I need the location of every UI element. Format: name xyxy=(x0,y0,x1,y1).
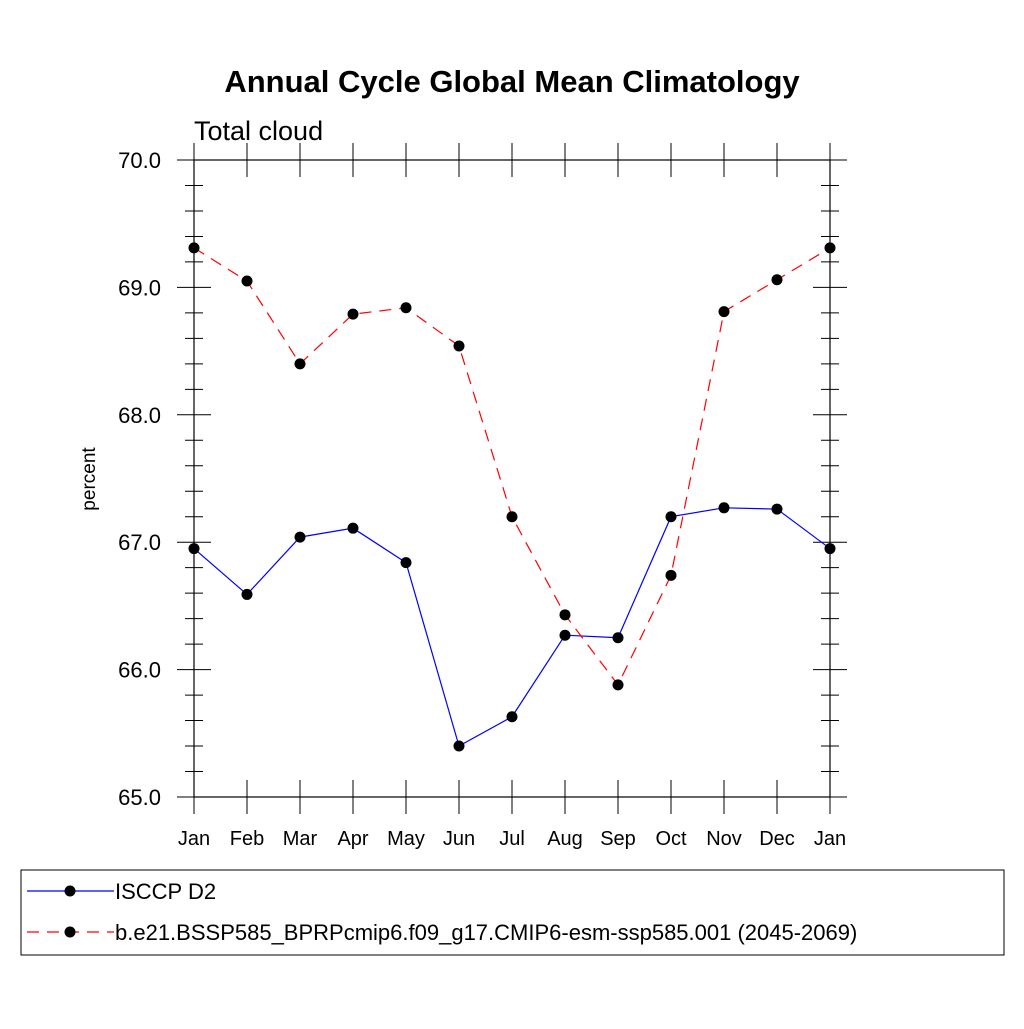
x-tick-label: Jul xyxy=(499,828,525,850)
series-2-point xyxy=(718,306,730,318)
series-2-point xyxy=(612,679,624,691)
series-line-2 xyxy=(193,247,831,687)
series-1-point xyxy=(400,557,412,569)
series-2-point xyxy=(400,302,412,314)
series-1-point xyxy=(824,543,836,555)
series-1-point xyxy=(241,588,253,600)
plot-frame xyxy=(193,159,831,798)
x-tick-label: Apr xyxy=(337,828,368,850)
legend: ISCCP D2 b.e21.BSSP585_BPRPcmip6.f09_g17.… xyxy=(27,879,857,945)
series-2-point xyxy=(506,511,518,523)
series-1-point xyxy=(612,632,624,644)
series-2-point xyxy=(665,569,677,581)
series-2-point xyxy=(347,308,359,320)
x-tick-label: Jan xyxy=(178,828,210,850)
legend-label-1: ISCCP D2 xyxy=(115,879,216,904)
y-axis-label: percent xyxy=(79,447,100,511)
y-tick-label: 65.0 xyxy=(118,785,161,810)
series-1-point xyxy=(347,522,359,534)
series-1-point xyxy=(771,503,783,515)
x-tick-label: Jun xyxy=(443,828,475,850)
series-layer xyxy=(188,242,836,752)
x-tick-label: Mar xyxy=(283,828,318,850)
chart-subtitle: Total cloud xyxy=(194,116,323,146)
series-1-point xyxy=(188,543,200,555)
series-line-1 xyxy=(193,507,831,747)
series-2-point xyxy=(559,609,571,621)
y-tick-labels: 65.0 66.0 67.0 68.0 69.0 70.0 xyxy=(118,148,161,810)
y-tick-label: 69.0 xyxy=(118,275,161,300)
x-tick-label: Oct xyxy=(655,828,687,850)
series-2-point xyxy=(771,274,783,286)
axis-ticks xyxy=(177,143,847,814)
series-1-point xyxy=(506,711,518,723)
y-tick-label: 70.0 xyxy=(118,148,161,173)
series-1-point xyxy=(453,740,465,752)
legend-box xyxy=(20,869,1005,956)
x-tick-label: Sep xyxy=(600,828,636,850)
x-tick-label: Dec xyxy=(759,828,795,850)
legend-label-2: b.e21.BSSP585_BPRPcmip6.f09_g17.CMIP6-es… xyxy=(115,920,857,945)
legend-marker-1 xyxy=(64,885,76,897)
y-tick-label: 68.0 xyxy=(118,403,161,428)
series-2-point xyxy=(188,242,200,254)
series-2-point xyxy=(294,358,306,370)
series-2-point xyxy=(241,275,253,287)
series-2-point xyxy=(453,340,465,352)
series-1-point xyxy=(559,629,571,641)
x-tick-label: Nov xyxy=(706,828,742,850)
legend-marker-2 xyxy=(64,926,76,938)
x-tick-label: Aug xyxy=(547,828,583,850)
series-1-point xyxy=(294,531,306,543)
x-tick-label: May xyxy=(387,828,425,850)
series-1-point xyxy=(718,502,730,514)
y-tick-label: 66.0 xyxy=(118,658,161,683)
series-1-point xyxy=(665,511,677,523)
y-tick-label: 67.0 xyxy=(118,530,161,555)
x-tick-labels: Jan Feb Mar Apr May Jun Jul Aug Sep Oct Nov Dec Jan xyxy=(178,828,846,850)
chart-title: Annual Cycle Global Mean Climatology xyxy=(224,64,800,99)
x-tick-label: Jan xyxy=(814,828,846,850)
series-2-point xyxy=(824,242,836,254)
x-tick-label: Feb xyxy=(230,828,264,850)
